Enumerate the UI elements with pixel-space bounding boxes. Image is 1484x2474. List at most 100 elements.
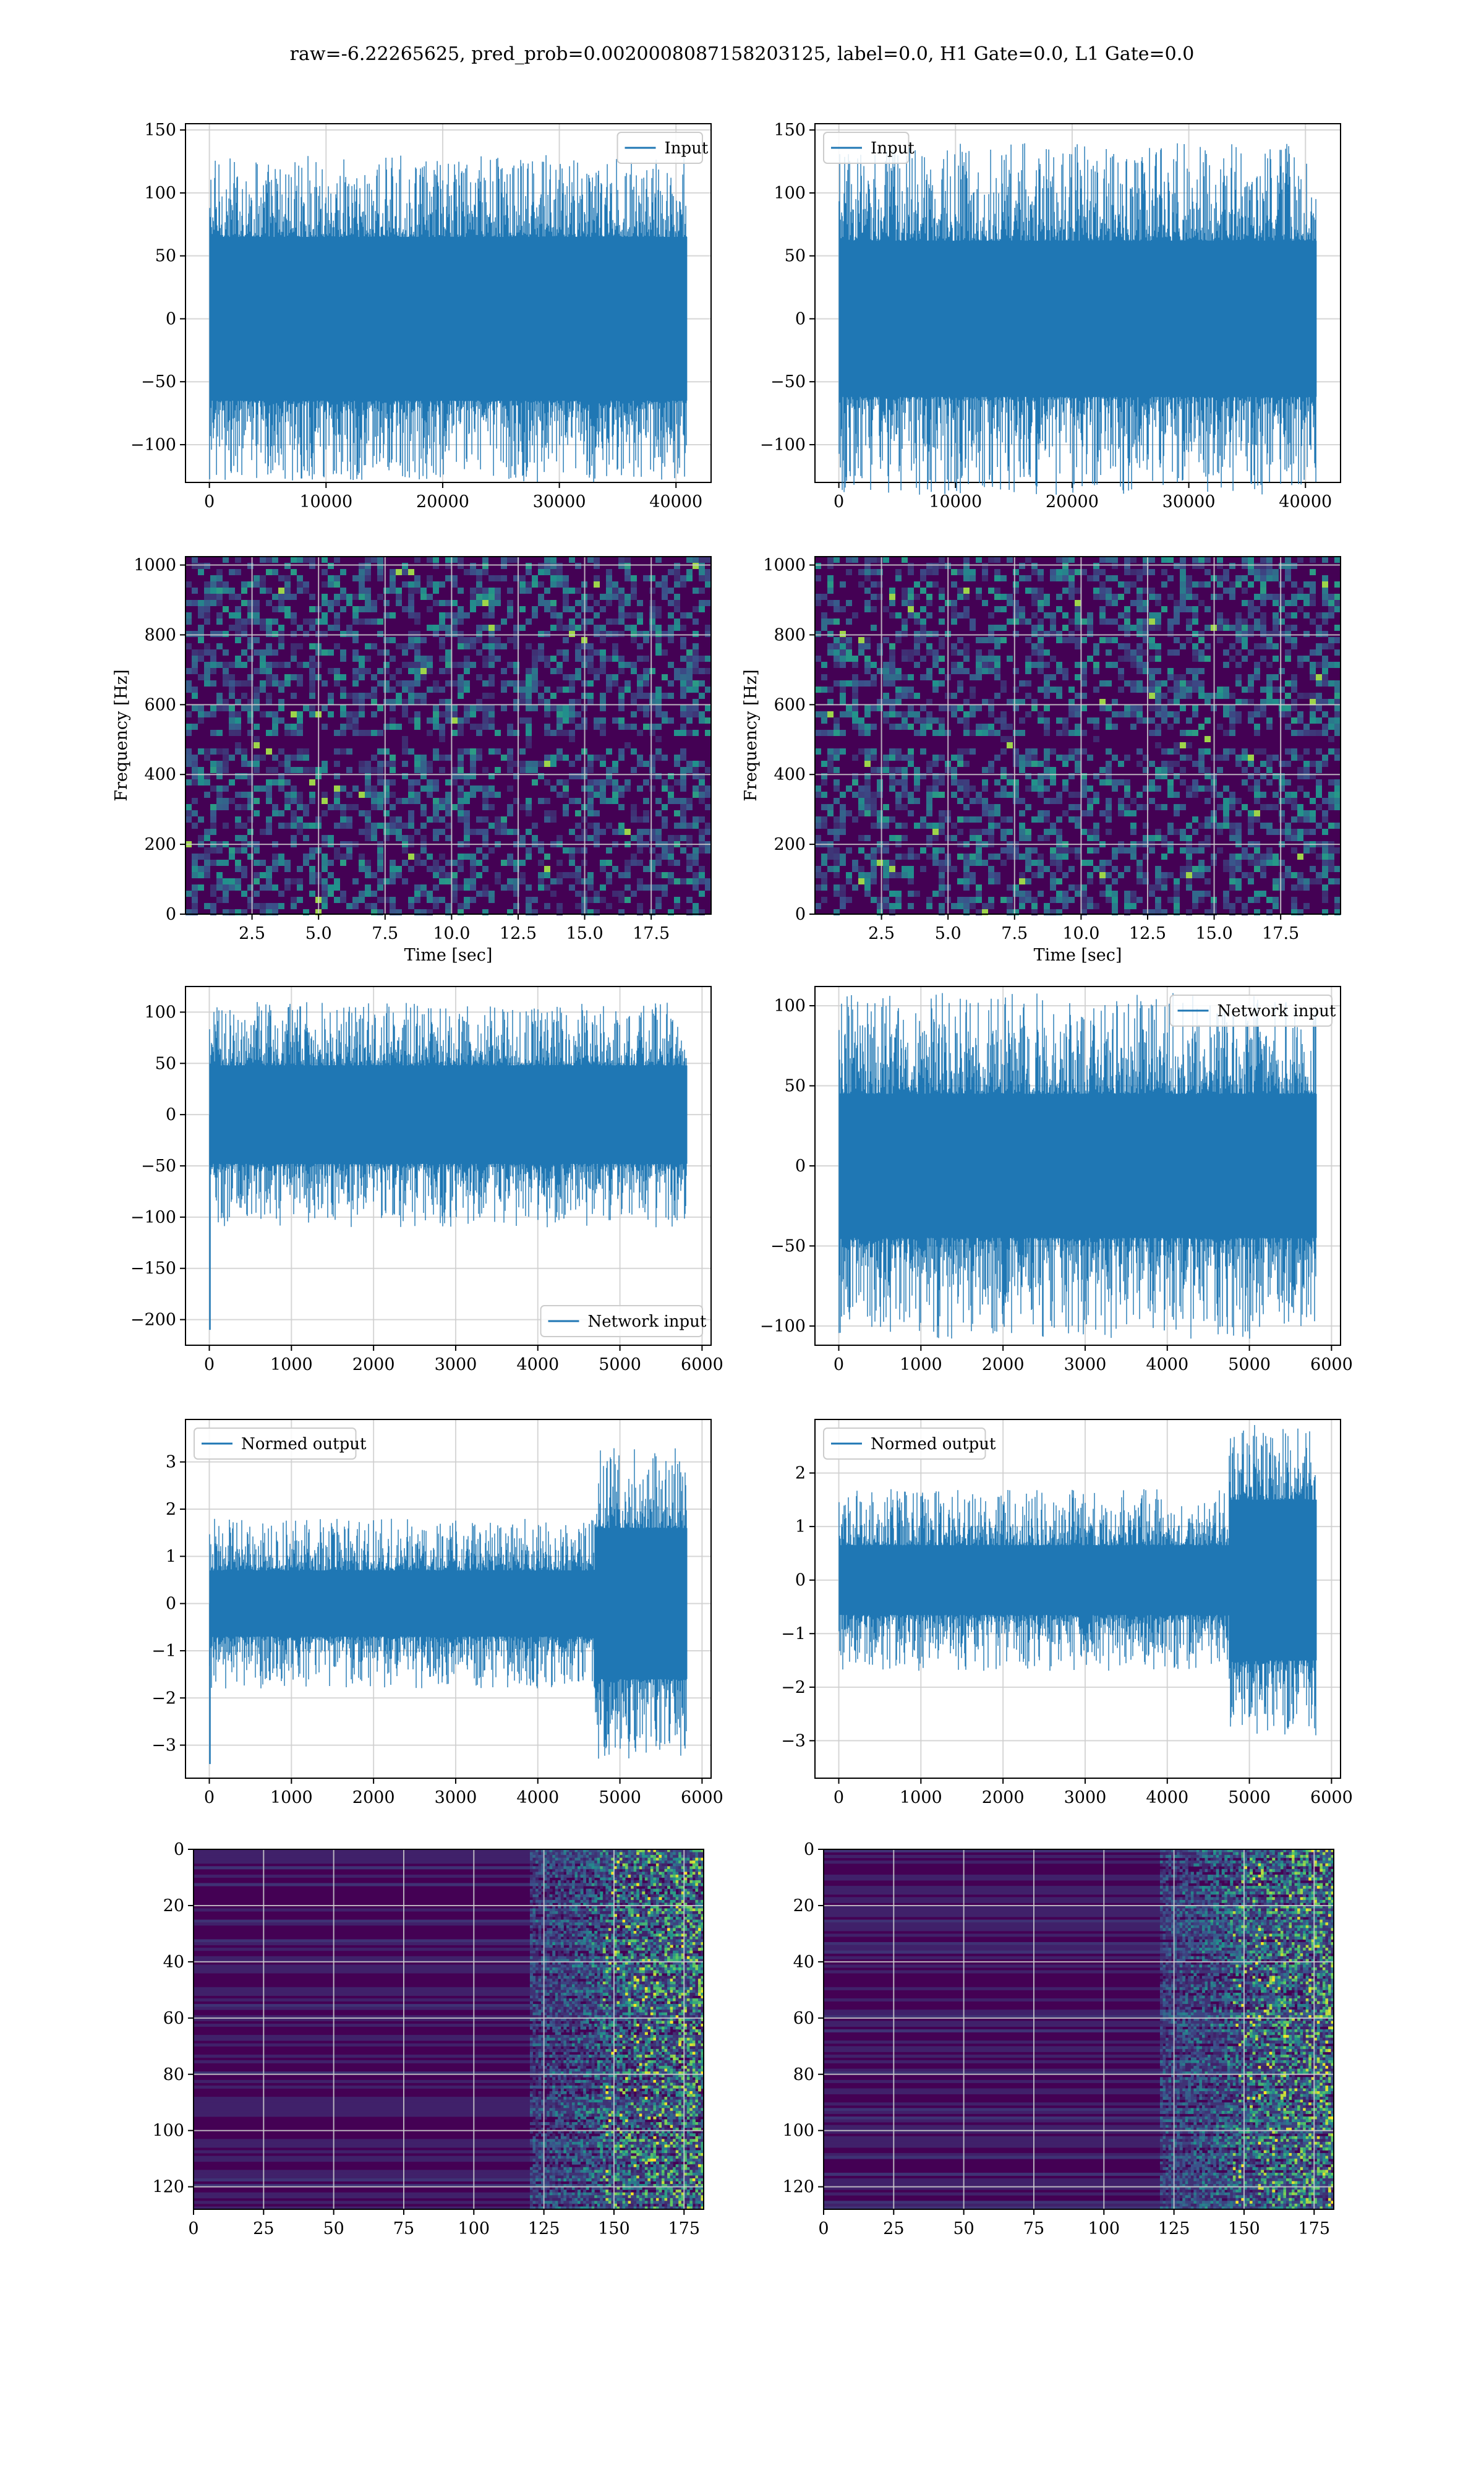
spectrogram-cell [266,674,272,680]
x-tick-label: 5000 [599,1788,641,1807]
y-tick-label: −50 [770,372,806,392]
spectrogram-cell [458,804,464,810]
spectrogram-cell [1000,748,1007,755]
spectrogram-cell [303,860,309,866]
spectrogram-cell [482,829,488,835]
spectrogram-cell [519,680,526,687]
spectrogram-cell [1223,903,1229,909]
spectrogram-cell [840,810,846,816]
spectrogram-cell [408,612,414,618]
spectrogram-cell [693,909,699,915]
feature-map-cell [538,1855,545,1859]
spectrogram-cell [693,872,699,878]
spectrogram-cell [840,606,846,612]
spectrogram-cell [260,829,266,835]
spectrogram-cell [402,569,408,575]
spectrogram-cell [612,785,618,792]
spectrogram-cell [864,761,871,767]
spectrogram-cell [377,792,383,798]
spectrogram-cell [210,649,216,656]
spectrogram-cell [1062,717,1068,724]
spectrogram-cell [705,575,711,581]
spectrogram-cell [254,785,260,792]
spectrogram-cell [439,687,445,693]
spectrogram-cell [470,878,476,884]
spectrogram-cell [501,860,507,866]
spectrogram-cell [858,785,864,792]
spectrogram-cell [563,705,569,711]
spectrogram-cell [1217,792,1223,798]
feature-map-cell [549,1860,553,1864]
spectrogram-cell [1217,755,1223,761]
spectrogram-cell [1136,662,1143,668]
spectrogram-cell [693,884,699,891]
spectrogram-cell [1025,785,1031,792]
spectrogram-cell [895,779,902,785]
spectrogram-cell [1248,717,1254,724]
spectrogram-cell [297,878,303,884]
spectrogram-cell [606,680,612,687]
spectrogram-cell [371,618,377,625]
spectrogram-cell [235,878,241,884]
spectrogram-cell [260,755,266,761]
spectrogram-cell [963,872,970,878]
spectrogram-cell [458,717,464,724]
spectrogram-cell [223,748,229,755]
spectrogram-cell [1050,631,1056,637]
spectrogram-cell [1273,897,1279,903]
feature-map-cell [684,1855,688,1859]
spectrogram-cell [1242,637,1248,643]
feature-map-cell [605,1860,609,1864]
spectrogram-cell [618,717,625,724]
spectrogram-cell [297,748,303,755]
spectrogram-cell [1099,569,1106,575]
spectrogram-cell [674,594,680,600]
spectrogram-cell [1229,909,1235,915]
spectrogram-cell [544,600,550,606]
spectrogram-cell [970,829,976,835]
spectrogram-cell [563,711,569,717]
spectrogram-cell [223,761,229,767]
spectrogram-cell [988,767,994,773]
spectrogram-cell [513,903,519,909]
spectrogram-cell [223,557,229,563]
spectrogram-cell [563,674,569,680]
spectrogram-cell [1130,711,1136,717]
spectrogram-cell [625,594,631,600]
spectrogram-cell [655,637,662,643]
spectrogram-cell [1192,557,1198,563]
spectrogram-cell [476,594,482,600]
spectrogram-cell [1273,773,1279,779]
spectrogram-cell [254,860,260,866]
spectrogram-cell [1297,785,1303,792]
spectrogram-cell [254,705,260,711]
spectrogram-cell [383,835,390,841]
spectrogram-cell [864,711,871,717]
spectrogram-cell [371,903,377,909]
spectrogram-cell [1081,668,1087,674]
spectrogram-cell [556,569,563,575]
spectrogram-cell [210,884,216,891]
spectrogram-cell [352,612,359,618]
spectrogram-cell [1254,563,1260,569]
feature-map-cell [701,1860,704,1864]
spectrogram-cell [883,717,889,724]
feature-map-cell [552,1852,556,1856]
spectrogram-cell [1180,643,1186,649]
spectrogram-cell [445,903,451,909]
spectrogram-cell [914,717,920,724]
spectrogram-cell [569,687,575,693]
x-tick-label: 5000 [1228,1788,1271,1807]
spectrogram-cell [846,711,852,717]
spectrogram-cell [1068,711,1075,717]
spectrogram-cell [902,600,908,606]
spectrogram-cell [846,897,852,903]
spectrogram-cell [235,804,241,810]
spectrogram-cell [241,748,247,755]
spectrogram-cell [433,785,439,792]
spectrogram-cell [371,792,377,798]
spectrogram-cell [877,767,883,773]
spectrogram-cell [1019,829,1025,835]
feature-map-cell [686,1855,690,1859]
spectrogram-cell [1303,631,1310,637]
